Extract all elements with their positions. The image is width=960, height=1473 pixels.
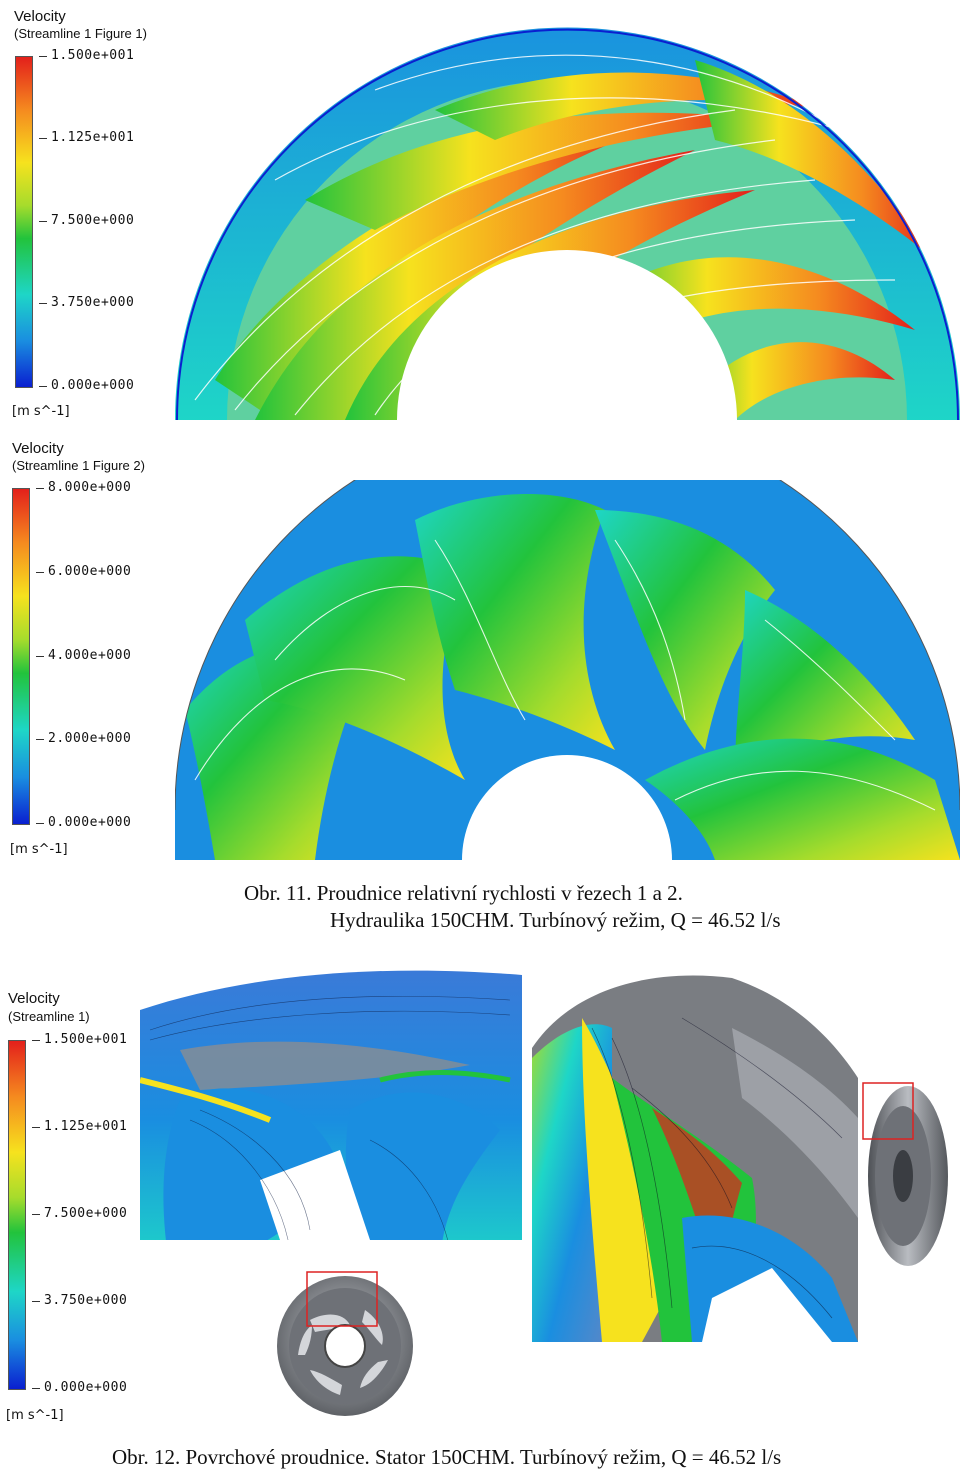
figure11-caption-line1: Obr. 11. Proudnice relativní rychlosti v… bbox=[244, 881, 683, 905]
legend-unit: [m s^-1] bbox=[12, 404, 70, 419]
figure2-legend: Velocity (Streamline 1 Figure 2) 8.000e+… bbox=[0, 435, 175, 865]
figure12-caption: Obr. 12. Povrchové proudnice. Stator 150… bbox=[112, 1445, 782, 1469]
tick-label: 1.500e+001 bbox=[44, 1032, 128, 1047]
impeller-blades bbox=[185, 493, 960, 860]
colorbar bbox=[8, 1040, 26, 1390]
figure1-legend: Velocity (Streamline 1 Figure 1) 1.500e+… bbox=[0, 0, 175, 425]
tick-label: 2.000e+000 bbox=[48, 731, 132, 746]
legend-unit: [m s^-1] bbox=[10, 842, 68, 857]
figure11-caption-line2: Hydraulika 150CHM. Turbínový režim, Q = … bbox=[330, 908, 781, 932]
tick-label: 1.125e+001 bbox=[51, 130, 135, 145]
tick-label: 7.500e+000 bbox=[44, 1206, 128, 1221]
tick-label: 0.000e+000 bbox=[44, 1380, 128, 1395]
surface-streamlines bbox=[149, 995, 511, 1251]
stator-surface-view-right bbox=[532, 975, 858, 1342]
colorbar bbox=[12, 488, 30, 825]
figure1-streamline-image bbox=[175, 27, 960, 421]
legend-title: Velocity bbox=[14, 8, 66, 25]
tick-label: 1.500e+001 bbox=[51, 48, 135, 63]
selection-box bbox=[306, 1271, 378, 1327]
tick-label: 1.125e+001 bbox=[44, 1119, 128, 1134]
legend-subtitle: (Streamline 1 Figure 1) bbox=[14, 26, 147, 41]
tick-label: 3.750e+000 bbox=[44, 1293, 128, 1308]
stator-thumbnail-side bbox=[862, 1082, 948, 1266]
figure2-streamline-image bbox=[175, 480, 960, 860]
legend-title: Velocity bbox=[12, 440, 64, 457]
legend-unit: [m s^-1] bbox=[6, 1408, 64, 1423]
tick-label: 6.000e+000 bbox=[48, 564, 132, 579]
legend-title: Velocity bbox=[8, 990, 60, 1007]
legend-subtitle: (Streamline 1 Figure 2) bbox=[12, 458, 145, 473]
stator-surface-view-left bbox=[140, 970, 522, 1270]
colorbar bbox=[15, 56, 33, 388]
tick-label: 0.000e+000 bbox=[51, 378, 135, 393]
tick-label: 4.000e+000 bbox=[48, 648, 132, 663]
figure3-legend: Velocity (Streamline 1) 1.500e+001 1.125… bbox=[0, 985, 140, 1435]
tick-label: 0.000e+000 bbox=[48, 815, 132, 830]
selection-box bbox=[862, 1082, 914, 1140]
legend-subtitle: (Streamline 1) bbox=[8, 1009, 90, 1024]
surface-streamlines bbox=[591, 1017, 843, 1319]
tick-label: 7.500e+000 bbox=[51, 213, 135, 228]
tick-label: 3.750e+000 bbox=[51, 295, 135, 310]
tick-label: 8.000e+000 bbox=[48, 480, 132, 495]
streamlines bbox=[194, 539, 936, 811]
stator-thumbnail-front bbox=[277, 1271, 413, 1416]
